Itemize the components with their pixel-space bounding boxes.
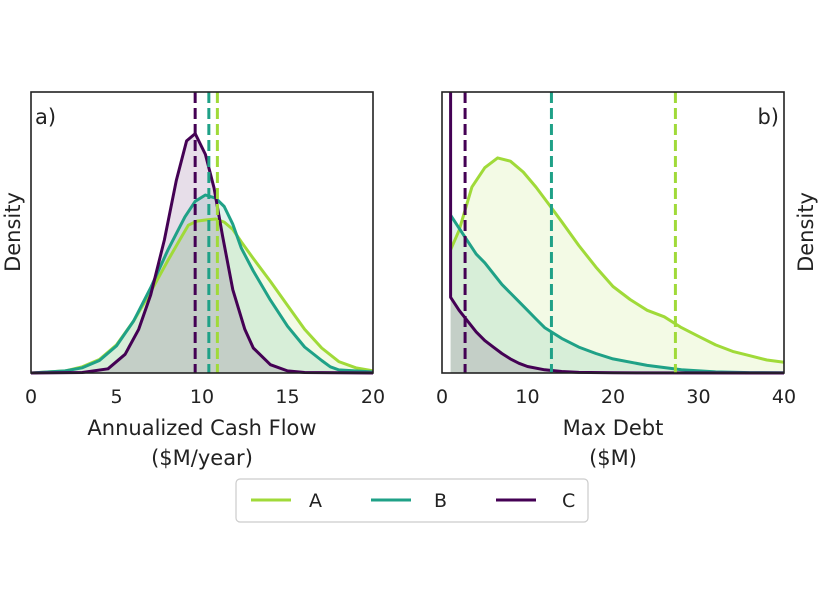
legend-label-c: C: [562, 490, 575, 512]
x-tick-label-a: 5: [110, 386, 122, 408]
density-fill-a-c: [31, 133, 373, 373]
panel-b: b) 0 10 20 30 40 Max Debt ($M) Density: [436, 91, 818, 470]
x-tick-label-a: 20: [361, 386, 385, 408]
density-fill-a-a: [31, 219, 373, 373]
y-axis-label-b: Density: [794, 192, 818, 272]
x-axis-label-a-line2: ($M/year): [151, 446, 253, 470]
x-tick-label-a: 15: [275, 386, 299, 408]
y-axis-label-a: Density: [1, 192, 25, 272]
legend-label-a: A: [309, 490, 322, 512]
density-fill-b-b: [450, 215, 784, 373]
x-axis-label-b-line2: ($M): [589, 446, 637, 470]
legend-frame: [235, 478, 589, 523]
panel-tag-a: a): [35, 105, 56, 129]
x-tick-label-b: 30: [686, 386, 710, 408]
legend-label-b: B: [434, 490, 447, 512]
x-tick-label-b: 0: [436, 386, 448, 408]
density-fill-b-a: [450, 157, 784, 373]
legend: A B C: [235, 478, 589, 523]
x-tick-label-a: 10: [190, 386, 214, 408]
x-tick-label-b: 40: [772, 386, 796, 408]
x-axis-label-a-line1: Annualized Cash Flow: [87, 416, 316, 440]
x-axis-label-b-line1: Max Debt: [563, 416, 664, 440]
plot-frame-a: [30, 91, 374, 374]
panel-a: Density a) 0 5 10 15 20 Annualized Cash Flow…: [1, 91, 385, 470]
density-line-b-b: [449, 214, 785, 375]
density-fill-b-c: [450, 92, 784, 373]
density-line-a-c: [30, 132, 374, 375]
density-line-b-a: [449, 156, 785, 364]
x-tick-label-b: 10: [515, 386, 539, 408]
x-tick-label-a: 0: [25, 386, 37, 408]
panel-tag-b: b): [757, 105, 779, 129]
density-line-b-c: [449, 92, 785, 375]
x-tick-label-b: 20: [601, 386, 625, 408]
plot-frame-b: [441, 91, 785, 374]
